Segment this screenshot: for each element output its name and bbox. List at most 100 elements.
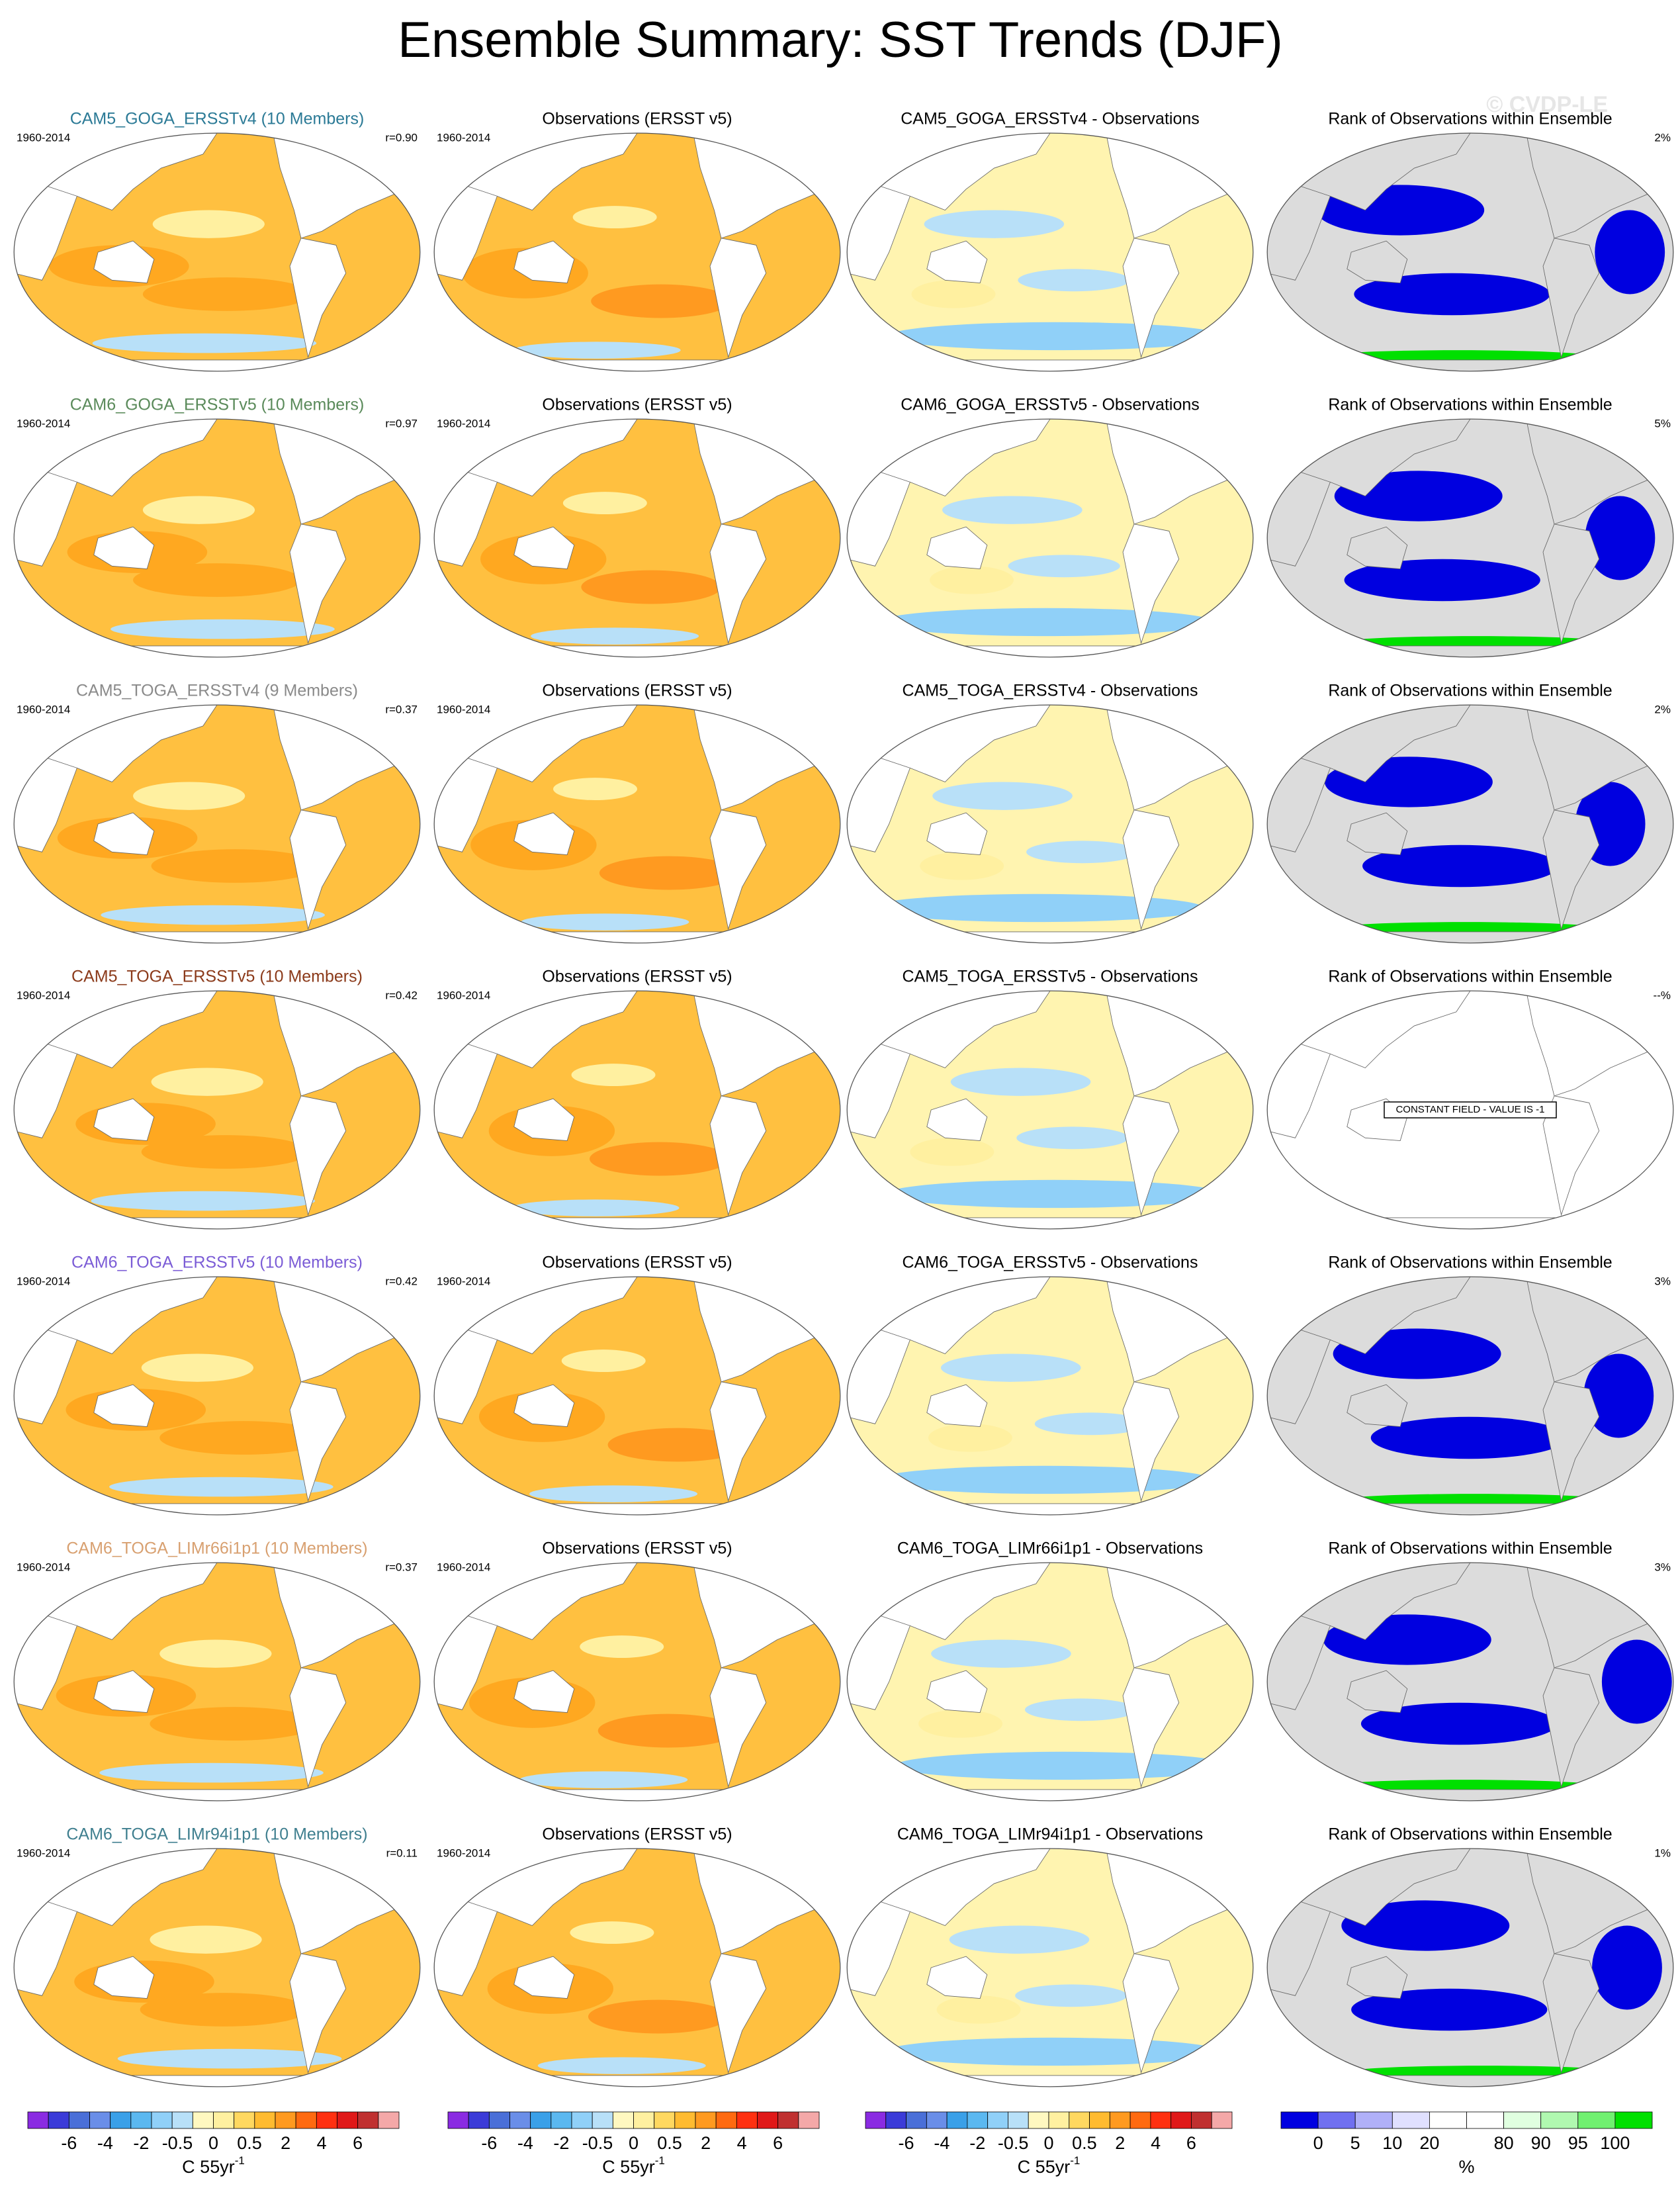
map-outline: [846, 704, 1254, 944]
map-field: [14, 1849, 420, 2087]
map-field: [1267, 419, 1673, 657]
constant-field-note: CONSTANT FIELD - VALUE IS -1: [1395, 1104, 1544, 1115]
field-patch: [1024, 1698, 1137, 1721]
map-field: [847, 1277, 1253, 1515]
field-patch: [111, 619, 335, 639]
landmass: [709, 1095, 767, 1216]
field-patch: [1583, 1353, 1654, 1438]
landmass: [1347, 1956, 1408, 1999]
map-outline: [846, 132, 1254, 372]
map-field: [14, 133, 420, 371]
colorbar-box: [1171, 2111, 1192, 2129]
colorbar-unit: C 55yr-1: [1018, 2154, 1081, 2177]
rank-percent: 3%: [1654, 1561, 1671, 1573]
landmass: [289, 238, 347, 359]
field-patch: [887, 322, 1224, 351]
field-patch: [1370, 1416, 1568, 1459]
period-label: 1960-2014: [17, 989, 70, 1001]
colorbar-box: [488, 2111, 510, 2129]
map-outline: [846, 1848, 1254, 2087]
colorbar-box: [509, 2111, 531, 2129]
field-patch: [580, 1635, 664, 1659]
map-panel: [13, 1562, 421, 1802]
colorbar-box: [213, 2111, 235, 2129]
period-label: 1960-2014: [437, 989, 490, 1001]
panel-title: CAM5_TOGA_ERSSTv4 (9 Members): [76, 682, 358, 700]
landmass: [1542, 1953, 1600, 2074]
colorbar-label: 0: [1043, 2133, 1053, 2153]
landmass: [1542, 1667, 1600, 1788]
colorbar-label: -4: [517, 2133, 533, 2153]
colorbar-label: 2: [1115, 2133, 1125, 2153]
colorbar-label: -0.5: [582, 2133, 613, 2153]
landmass: [1542, 238, 1600, 359]
map-field: [1267, 1849, 1673, 2087]
landmass: [1122, 1953, 1180, 2074]
map-panel: [433, 1562, 841, 1802]
colorbar-box: [254, 2111, 276, 2129]
landmass: [1267, 359, 1673, 371]
landmass: [1122, 1381, 1180, 1502]
colorbar-box: [1089, 2111, 1110, 2129]
field-patch: [1354, 273, 1550, 316]
colorbar-box: [1540, 2111, 1579, 2129]
colorbar-box: [48, 2111, 69, 2129]
field-patch: [151, 849, 320, 883]
period-label: 1960-2014: [437, 703, 490, 715]
map-outline: [1266, 990, 1674, 1230]
landmass: [434, 931, 840, 943]
landmass: [1267, 1503, 1673, 1515]
field-patch: [159, 1421, 328, 1455]
landmass: [1267, 2075, 1673, 2087]
colorbar-label: 6: [353, 2133, 363, 2153]
panel-title: CAM6_TOGA_ERSSTv5 (10 Members): [71, 1254, 363, 1272]
colorbar-box: [234, 2111, 255, 2129]
colorbar-label: 6: [773, 2133, 783, 2153]
colorbar-box: [295, 2111, 317, 2129]
colorbar-box: [357, 2111, 379, 2129]
map-panel: [846, 990, 1254, 1230]
colorbar-label: 4: [317, 2133, 327, 2153]
colorbar-label: -0.5: [998, 2133, 1029, 2153]
field-patch: [150, 1707, 318, 1741]
colorbar-box: [68, 2111, 90, 2129]
map-outline: [13, 1848, 421, 2087]
map-outline: [1266, 704, 1674, 944]
map-field: [434, 1563, 840, 1801]
landmass: [1347, 1384, 1408, 1428]
colorbar-box: [906, 2111, 927, 2129]
field-patch: [99, 1762, 324, 1783]
field-patch: [886, 1179, 1223, 1209]
map-field: [14, 419, 420, 657]
field-patch: [1018, 269, 1130, 292]
colorbar-label: 2: [701, 2133, 711, 2153]
field-patch: [928, 1424, 1012, 1452]
period-label: 1960-2014: [17, 1847, 70, 1859]
colorbar-label: 5: [1350, 2133, 1360, 2153]
landmass: [434, 1503, 840, 1515]
map-field: [434, 1277, 840, 1515]
colorbar-label: 0.5: [657, 2133, 682, 2153]
landmass: [93, 1670, 155, 1713]
colorbar-box: [468, 2111, 490, 2129]
colorbar-box: [633, 2111, 655, 2129]
map-panel: [846, 1276, 1254, 1516]
landmass: [1347, 1670, 1408, 1713]
colorbar-label: -0.5: [162, 2133, 193, 2153]
landmass: [926, 240, 988, 284]
landmass: [1542, 1095, 1600, 1216]
colorbar-box: [1048, 2111, 1070, 2129]
period-label: 1960-2014: [17, 417, 70, 430]
panel-title: Rank of Observations within Ensemble: [1328, 1825, 1612, 1844]
colorbar-label: 4: [737, 2133, 747, 2153]
field-patch: [142, 496, 255, 524]
landmass: [709, 524, 767, 645]
colorbar-label: 100: [1600, 2133, 1630, 2153]
map-outline: [433, 704, 841, 944]
colorbar-label: -6: [481, 2133, 497, 2153]
colorbar-label: 0: [1313, 2133, 1323, 2153]
panel-title: Observations (ERSST v5): [542, 110, 732, 128]
field-patch: [932, 782, 1073, 810]
map-outline: [1266, 1848, 1674, 2087]
